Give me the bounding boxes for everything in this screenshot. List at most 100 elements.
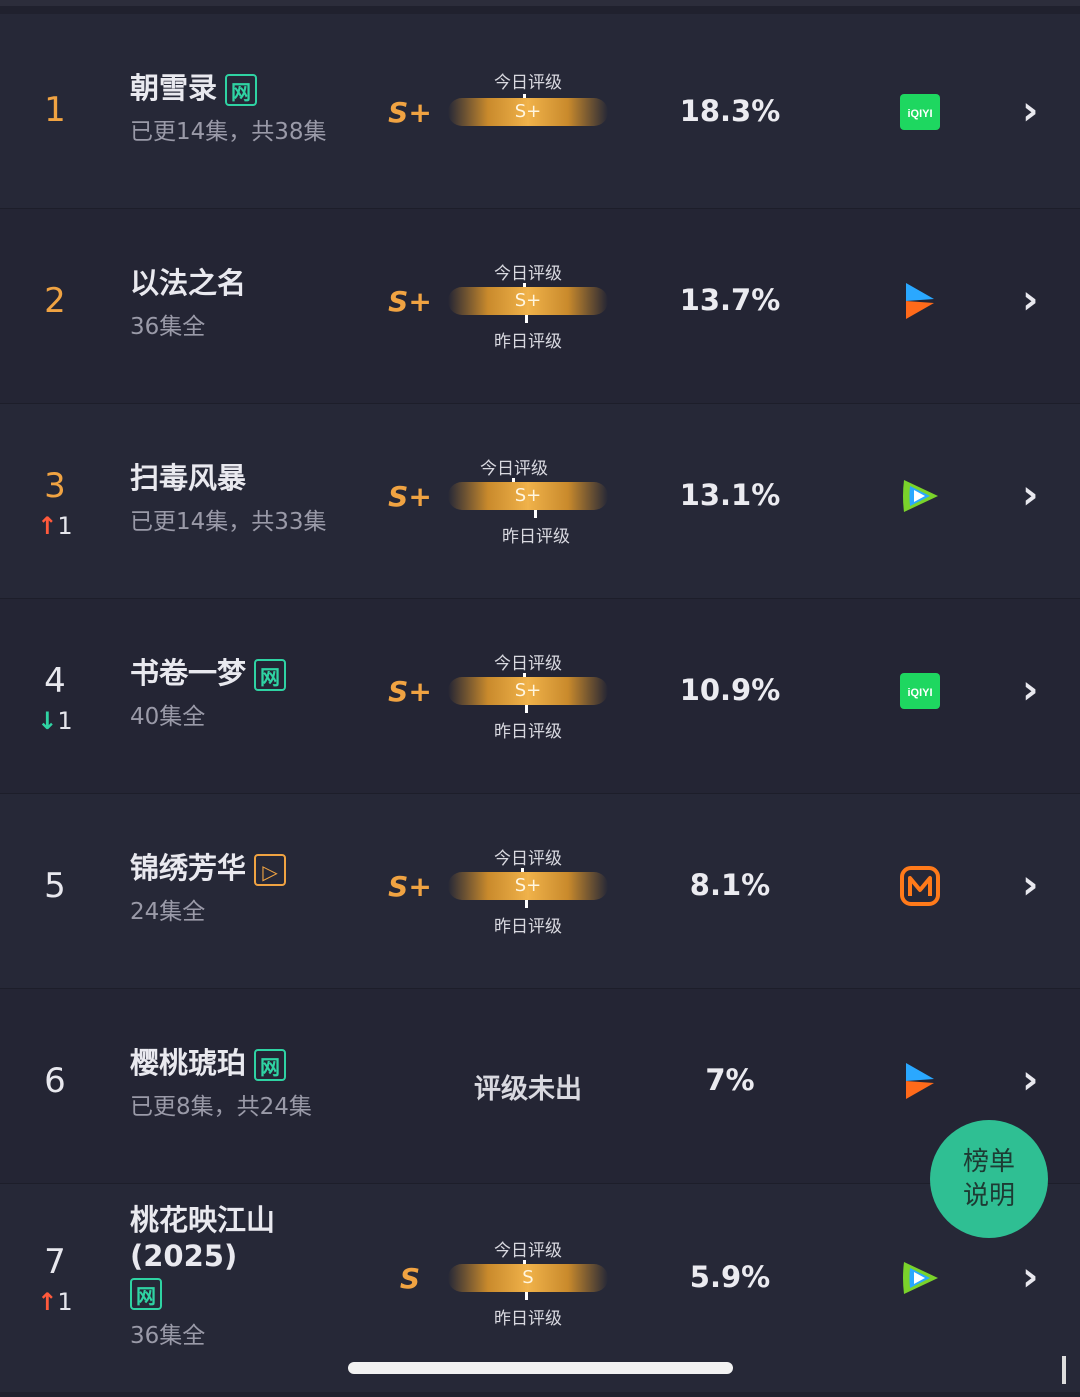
- chevron-right-icon[interactable]: ›: [1022, 277, 1039, 323]
- show-title: 朝雪录网: [130, 70, 380, 106]
- yesterday-tick: [525, 315, 528, 323]
- youku-icon[interactable]: [898, 1059, 942, 1103]
- web-badge-icon: 网: [130, 1278, 162, 1310]
- ranking-info-line1: 榜单: [962, 1147, 1015, 1177]
- rank-number: 5: [44, 866, 66, 906]
- title-block: 书卷一梦网 40集全: [130, 655, 380, 731]
- rating-percent: 7%: [705, 1063, 755, 1097]
- grade-label: S: [399, 1262, 421, 1295]
- top-divider: [0, 0, 1080, 6]
- yesterday-tick: [525, 1292, 528, 1300]
- rating-percent: 18.3%: [679, 94, 781, 128]
- rank-number: 4: [44, 661, 66, 701]
- table-row[interactable]: 2 以法之名 36集全 S+ 今日评级 S+ 昨日评级 13.7% ›: [0, 208, 1080, 403]
- grade-label: S+: [388, 480, 432, 513]
- today-rating-label: 今日评级: [494, 849, 562, 869]
- web-badge-icon: 网: [225, 74, 258, 106]
- rank-change: ↑1: [37, 1288, 73, 1316]
- rating-bar: S+: [448, 98, 608, 126]
- today-rating-label: 今日评级: [494, 1241, 562, 1261]
- yesterday-rating-label: 昨日评级: [494, 722, 562, 742]
- rank-number: 6: [44, 1061, 66, 1101]
- home-indicator[interactable]: [348, 1362, 733, 1374]
- rating-indicator: 今日评级 S+ 昨日评级: [448, 259, 608, 359]
- arrow-down-icon: ↓: [37, 707, 58, 735]
- tencent-video-icon[interactable]: [898, 1256, 942, 1300]
- title-block: 锦绣芳华 ▷ 24集全: [130, 850, 380, 926]
- table-row[interactable]: 5 锦绣芳华 ▷ 24集全 S+ 今日评级 S+ 昨日评级 8.1% ›: [0, 793, 1080, 988]
- yesterday-tick: [525, 705, 528, 713]
- no-rating-text: 评级未出: [474, 1074, 582, 1105]
- episode-info: 40集全: [130, 704, 206, 730]
- title-block: 桃花映江山(2025) 网 36集全: [130, 1202, 330, 1350]
- rating-indicator: 今日评级 S+ 昨日评级: [448, 454, 608, 554]
- chevron-right-icon[interactable]: ›: [1022, 1254, 1039, 1300]
- show-title: 桃花映江山(2025) 网: [130, 1203, 276, 1310]
- web-badge-icon: 网: [254, 1049, 287, 1081]
- title-block: 扫毒风暴 已更14集，共33集: [130, 460, 380, 536]
- title-block: 朝雪录网 已更14集，共38集: [130, 70, 380, 146]
- rank-number: 3: [44, 466, 66, 506]
- episode-info: 已更8集，共24集: [130, 1094, 312, 1120]
- web-badge-icon: 网: [254, 659, 287, 691]
- yesterday-tick: [525, 900, 528, 908]
- table-row[interactable]: 1 朝雪录网 已更14集，共38集 S+ 今日评级 S+ 18.3% iQIYI…: [0, 14, 1080, 208]
- table-row[interactable]: 4 ↓1 书卷一梦网 40集全 S+ 今日评级 S+ 昨日评级 10.9% iQ…: [0, 598, 1080, 793]
- rating-percent: 13.7%: [679, 283, 781, 317]
- chevron-right-icon[interactable]: ›: [1022, 1057, 1039, 1103]
- yesterday-tick: [534, 510, 537, 518]
- chevron-right-icon[interactable]: ›: [1022, 667, 1039, 713]
- rating-percent: 13.1%: [679, 478, 781, 512]
- today-rating-label: 今日评级: [494, 264, 562, 284]
- today-rating-label: 今日评级: [494, 73, 562, 93]
- ranking-list: 1 朝雪录网 已更14集，共38集 S+ 今日评级 S+ 18.3% iQIYI…: [0, 14, 1080, 1392]
- rating-percent: 8.1%: [689, 868, 771, 902]
- rating-bar: S+: [448, 482, 608, 510]
- rating-indicator: 今日评级 S+: [448, 66, 608, 166]
- rating-percent: 10.9%: [679, 673, 781, 707]
- chevron-right-icon[interactable]: ›: [1022, 472, 1039, 518]
- scrollbar[interactable]: [1062, 1356, 1066, 1384]
- rating-indicator: 今日评级 S+ 昨日评级: [448, 844, 608, 944]
- table-row[interactable]: 6 樱桃琥珀网 已更8集，共24集 评级未出 7% ›: [0, 988, 1080, 1183]
- rating-percent: 5.9%: [689, 1260, 771, 1294]
- chevron-right-icon[interactable]: ›: [1022, 88, 1039, 134]
- tencent-video-icon[interactable]: [898, 474, 942, 518]
- show-title: 锦绣芳华 ▷: [130, 850, 380, 886]
- chevron-right-icon[interactable]: ›: [1022, 862, 1039, 908]
- show-title: 樱桃琥珀网: [130, 1045, 380, 1081]
- rating-bar: S+: [448, 872, 608, 900]
- rank-number: 1: [44, 90, 66, 130]
- episode-info: 已更14集，共38集: [130, 119, 327, 145]
- iqiyi-icon[interactable]: iQIYI: [898, 669, 942, 713]
- ranking-info-button[interactable]: 榜单 说明: [930, 1120, 1048, 1238]
- today-rating-label: 今日评级: [480, 459, 548, 479]
- show-title: 书卷一梦网: [130, 655, 380, 691]
- title-block: 樱桃琥珀网 已更8集，共24集: [130, 1045, 380, 1121]
- table-row[interactable]: 7 ↑1 桃花映江山(2025) 网 36集全 S 今日评级 S 昨日评级 5.9…: [0, 1183, 1080, 1392]
- rank-change: ↑1: [37, 512, 73, 540]
- rating-bar: S+: [448, 287, 608, 315]
- arrow-up-icon: ↑: [37, 512, 58, 540]
- table-row[interactable]: 3 ↑1 扫毒风暴 已更14集，共33集 S+ 今日评级 S+ 昨日评级 13.…: [0, 403, 1080, 598]
- rating-indicator: 今日评级 S 昨日评级: [448, 1236, 608, 1336]
- platform-text: iQIYI: [907, 108, 932, 120]
- show-title: 以法之名: [130, 266, 247, 300]
- episode-info: 24集全: [130, 899, 206, 925]
- episode-info: 已更14集，共33集: [130, 509, 327, 535]
- today-rating-label: 今日评级: [494, 654, 562, 674]
- yesterday-rating-label: 昨日评级: [502, 527, 570, 547]
- grade-label: S+: [388, 870, 432, 903]
- rank-number: 2: [44, 281, 66, 321]
- youku-icon[interactable]: [898, 279, 942, 323]
- episode-info: 36集全: [130, 314, 206, 340]
- mango-tv-icon[interactable]: [898, 864, 942, 908]
- iqiyi-icon[interactable]: iQIYI: [898, 90, 942, 134]
- grade-label: S+: [388, 285, 432, 318]
- rating-indicator: 今日评级 S+ 昨日评级: [448, 649, 608, 749]
- rating-bar: S+: [448, 677, 608, 705]
- show-title: 扫毒风暴: [130, 461, 247, 495]
- episode-info: 36集全: [130, 1323, 206, 1349]
- grade-label: S+: [388, 675, 432, 708]
- rank-number: 7: [44, 1242, 66, 1282]
